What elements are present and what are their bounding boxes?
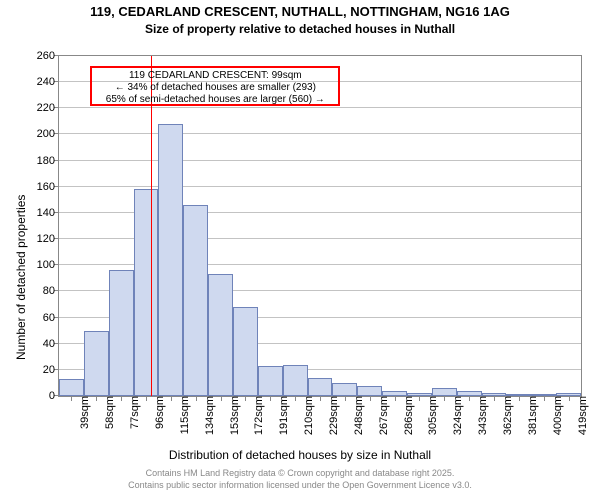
histogram-bar xyxy=(183,205,208,396)
histogram-bar xyxy=(283,365,308,396)
histogram-bar xyxy=(109,270,134,396)
x-tick xyxy=(320,396,321,401)
x-tick xyxy=(469,396,470,401)
x-tick xyxy=(96,396,97,401)
y-tick-label: 100 xyxy=(37,259,59,271)
chart-title: 119, CEDARLAND CRESCENT, NUTHALL, NOTTIN… xyxy=(0,4,600,19)
x-tick xyxy=(171,396,172,401)
x-tick-label: 248sqm xyxy=(349,396,365,435)
x-tick xyxy=(544,396,545,401)
y-tick-label: 260 xyxy=(37,50,59,62)
y-tick-label: 60 xyxy=(43,312,59,324)
x-tick xyxy=(71,396,72,401)
histogram-bar xyxy=(208,274,233,396)
histogram-bar xyxy=(84,331,109,396)
x-tick-label: 286sqm xyxy=(399,396,415,435)
y-tick-label: 80 xyxy=(43,285,59,297)
histogram-bar xyxy=(158,124,183,396)
histogram-bar xyxy=(432,388,457,396)
x-tick xyxy=(146,396,147,401)
x-tick-label: 343sqm xyxy=(473,396,489,435)
y-tick-label: 180 xyxy=(37,155,59,167)
histogram-bar xyxy=(332,383,357,396)
x-tick-label: 172sqm xyxy=(249,396,265,435)
histogram-bar xyxy=(134,189,159,396)
annotation-line: 65% of semi-detached houses are larger (… xyxy=(96,94,334,106)
x-tick-label: 153sqm xyxy=(225,396,241,435)
y-tick-label: 20 xyxy=(43,364,59,376)
y-tick-label: 120 xyxy=(37,233,59,245)
x-tick-label: 210sqm xyxy=(299,396,315,435)
annotation-line: 119 CEDARLAND CRESCENT: 99sqm xyxy=(96,70,334,82)
gridline xyxy=(59,133,581,134)
chart-subtitle: Size of property relative to detached ho… xyxy=(0,22,600,36)
x-tick xyxy=(345,396,346,401)
x-tick-label: 362sqm xyxy=(498,396,514,435)
histogram-bar xyxy=(59,379,84,396)
x-tick-label: 229sqm xyxy=(324,396,340,435)
x-tick-label: 267sqm xyxy=(374,396,390,435)
y-axis-label: Number of detached properties xyxy=(14,195,28,360)
annotation-box: 119 CEDARLAND CRESCENT: 99sqm← 34% of de… xyxy=(90,66,340,106)
footer-copyright: Contains HM Land Registry data © Crown c… xyxy=(0,468,600,478)
x-tick-label: 305sqm xyxy=(423,396,439,435)
x-tick xyxy=(121,396,122,401)
x-tick xyxy=(395,396,396,401)
y-tick-label: 200 xyxy=(37,128,59,140)
x-tick xyxy=(295,396,296,401)
y-tick-label: 40 xyxy=(43,338,59,350)
y-tick-label: 160 xyxy=(37,181,59,193)
plot-area: 02040608010012014016018020022024026039sq… xyxy=(58,55,582,397)
x-tick xyxy=(444,396,445,401)
x-tick-label: 381sqm xyxy=(523,396,539,435)
gridline xyxy=(59,107,581,108)
chart-container: 119, CEDARLAND CRESCENT, NUTHALL, NOTTIN… xyxy=(0,0,600,500)
x-tick-label: 115sqm xyxy=(175,396,191,434)
x-tick xyxy=(494,396,495,401)
x-tick-label: 324sqm xyxy=(448,396,464,435)
y-tick-label: 240 xyxy=(37,76,59,88)
histogram-bar xyxy=(308,378,333,396)
histogram-bar xyxy=(357,386,382,396)
x-tick-label: 419sqm xyxy=(573,396,589,435)
x-tick-label: 96sqm xyxy=(150,396,166,429)
histogram-bar xyxy=(233,307,258,396)
x-tick xyxy=(245,396,246,401)
x-tick xyxy=(270,396,271,401)
x-tick-label: 39sqm xyxy=(75,396,91,429)
x-tick xyxy=(196,396,197,401)
x-tick xyxy=(569,396,570,401)
y-tick-label: 140 xyxy=(37,207,59,219)
x-tick xyxy=(419,396,420,401)
x-tick-label: 191sqm xyxy=(274,396,290,435)
y-tick-label: 0 xyxy=(49,390,59,402)
annotation-line: ← 34% of detached houses are smaller (29… xyxy=(96,82,334,94)
x-tick-label: 77sqm xyxy=(125,396,141,429)
x-tick xyxy=(370,396,371,401)
marker-line xyxy=(151,56,152,396)
x-axis-label: Distribution of detached houses by size … xyxy=(0,448,600,462)
y-tick-label: 220 xyxy=(37,102,59,114)
histogram-bar xyxy=(258,366,283,396)
gridline xyxy=(59,160,581,161)
x-tick-label: 400sqm xyxy=(548,396,564,435)
x-tick xyxy=(221,396,222,401)
gridline xyxy=(59,186,581,187)
x-tick-label: 58sqm xyxy=(100,396,116,429)
x-tick-label: 134sqm xyxy=(200,396,216,435)
gridline xyxy=(59,55,581,56)
footer-licence: Contains public sector information licen… xyxy=(0,480,600,490)
x-tick xyxy=(519,396,520,401)
